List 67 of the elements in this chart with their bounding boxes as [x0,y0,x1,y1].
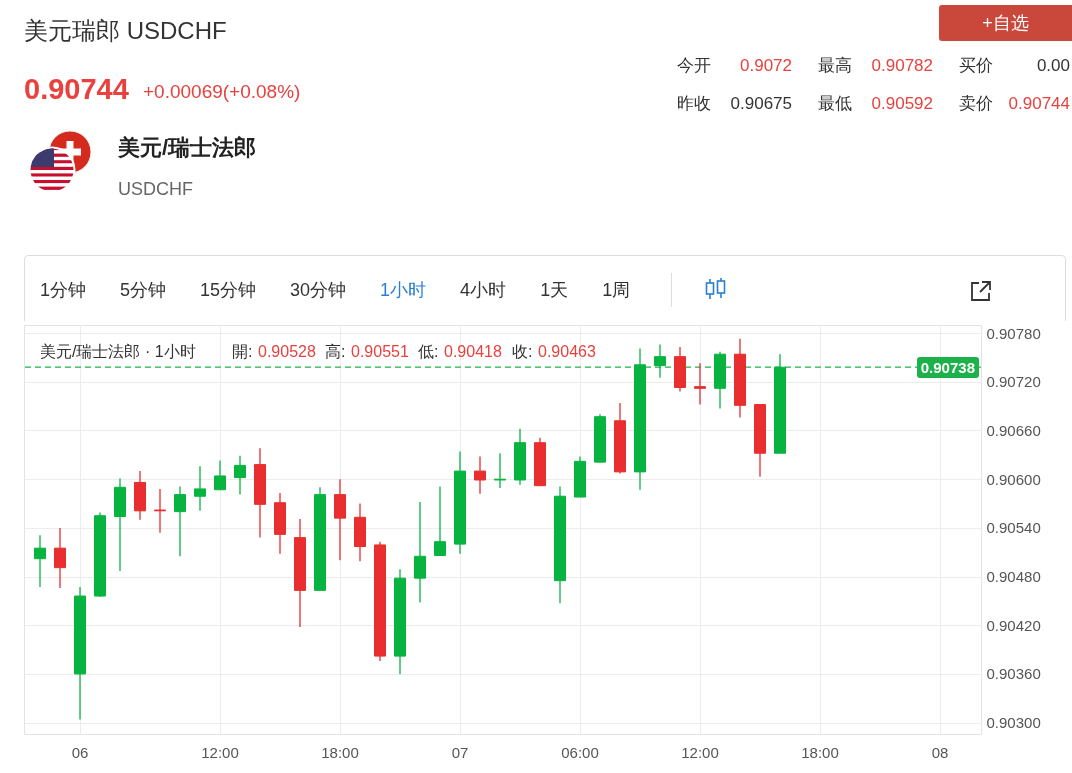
text: 1分钟 [40,280,87,300]
x-tick-label: 18:00 [321,743,359,761]
candlestick [434,485,446,557]
text: 30分钟 [290,280,347,300]
add-button: +自选 [939,5,1072,41]
text: 昨收 [677,94,711,113]
y-tick-label: 0.90360 [986,665,1041,683]
x-tick-label: 18:00 [801,743,839,761]
text: 0.00 [1036,56,1070,75]
text: 0.90744 [1008,94,1070,113]
text: 最高 [818,56,852,75]
y-tick-label: 0.90660 [986,422,1041,439]
annotation: 0.90463 [538,343,596,360]
y-tick-label: 0.90540 [986,519,1041,537]
annotation: 高: [325,343,346,360]
annotation: 低: [418,343,439,360]
text: 卖价 [959,94,993,113]
x-tick-label: 07 [451,743,469,761]
annotation: 美元/瑞士法郎 · 1小时 [40,343,196,360]
text: 最低 [818,94,852,113]
text: 1天 [540,280,569,300]
y-tick-label: 0.90780 [986,324,1041,342]
candlestick [154,488,166,534]
y-tick-label: 0.90480 [986,568,1041,586]
chart-title: 美元瑞郎 USDCHF [24,17,227,44]
text: 0.9072 [740,56,792,75]
candlestick [234,455,246,496]
candlestick [474,455,486,495]
x-tick-label: 06 [71,743,89,761]
text: 1小时 [380,280,427,300]
annotation: 0.90418 [444,343,502,360]
ref-line-label: 0.90738 [916,356,979,378]
text: 5分钟 [120,280,167,300]
text: 4小时 [460,280,507,300]
text: USDCHF [118,179,193,199]
x-tick-label: 06:00 [561,743,599,761]
candlestick [34,534,46,588]
x-tick-label: 12:00 [201,743,239,761]
annotation: 開: [232,343,253,360]
text: 0.90744 [24,73,129,105]
candlestick [54,527,66,589]
candlestick [214,459,226,491]
annotation: 收: [512,343,533,360]
candlestick [194,465,206,512]
text: 0.90592 [871,94,933,113]
text: 买价 [959,56,993,75]
text: 0.90675 [730,94,792,113]
candlestick [174,485,186,557]
text: 美元/瑞士法郎 [118,135,257,160]
y-tick-label: 0.90720 [986,373,1041,391]
text: 15分钟 [200,280,257,300]
annotation: 0.90551 [351,343,409,360]
candlestick [494,452,506,489]
candlestick [694,362,706,406]
text: 今开 [677,56,711,75]
candlestick [654,343,666,379]
x-tick-label: 12:00 [681,743,719,761]
annotation: 0.90528 [258,343,316,360]
text: 0.90782 [871,56,933,75]
candlestick [334,478,346,561]
candlestick [414,501,426,604]
y-tick-label: 0.90600 [986,470,1041,488]
x-tick-label: 08 [931,743,949,761]
y-tick-label: 0.90420 [986,616,1041,634]
text: 1周 [602,280,631,300]
text: +0.00069(+0.08%) [143,81,301,102]
y-tick-label: 0.90300 [986,714,1041,732]
